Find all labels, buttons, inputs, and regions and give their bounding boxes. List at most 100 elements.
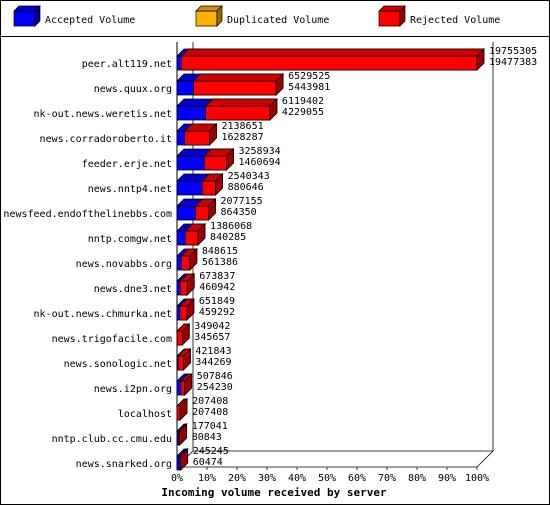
bar-rejected-side: [186, 298, 195, 321]
x-tick-label: 90%: [438, 473, 456, 484]
value-label-accepted: 2138651: [221, 121, 263, 132]
bar-group: [176, 273, 196, 296]
x-tick-label: 70%: [378, 473, 396, 484]
x-tick-label: 0%: [171, 473, 183, 484]
bar-group: [176, 148, 235, 171]
bar-rejected-side: [226, 148, 234, 171]
category-labels: news.snarked.org nntp.club.cc.cmu.edu loca…: [3, 59, 172, 470]
bar-rejected-side: [181, 323, 190, 346]
bar-group: [176, 223, 206, 246]
bars: [176, 48, 485, 471]
category-label: news.novabbs.org: [76, 259, 172, 270]
bar-rejected: [179, 305, 188, 321]
bar-group: [176, 98, 278, 121]
bar-rejected-side: [184, 373, 193, 396]
category-label: news.nntp4.net: [88, 184, 172, 195]
bar-group: [176, 298, 195, 321]
bar-rejected-top: [180, 48, 485, 57]
category-label: nk-out.news.weretis.net: [34, 109, 172, 120]
value-label-accepted: 2077155: [221, 196, 263, 207]
value-label-rejected: 19477383: [489, 57, 537, 68]
bar-rejected-side: [476, 48, 485, 71]
bar-rejected: [193, 80, 277, 96]
bar-rejected-side: [183, 348, 191, 371]
bar-rejected: [184, 230, 199, 246]
bar-rejected-side: [179, 398, 188, 421]
value-label-accepted: 6119402: [282, 96, 324, 107]
bar-rejected: [180, 55, 478, 71]
bar-group: [176, 248, 198, 271]
bar-rejected-side: [180, 448, 189, 471]
value-label-accepted: 848615: [202, 246, 238, 257]
value-label-rejected: 1628287: [221, 132, 263, 143]
category-label: news.quux.org: [94, 84, 172, 95]
category-label: news.sonologic.net: [64, 359, 172, 370]
value-label-accepted: 1386068: [210, 221, 252, 232]
value-label-accepted: 349042: [194, 321, 230, 332]
legend-item-rejected: Rejected Volume: [378, 5, 500, 27]
category-label: news.corradoroberto.it: [40, 134, 172, 145]
bar-rejected-side: [275, 73, 284, 96]
category-label: news.snarked.org: [76, 459, 172, 470]
value-label-rejected: 460942: [199, 282, 235, 293]
value-label-rejected: 80843: [192, 432, 222, 443]
x-tick-label: 40%: [288, 473, 306, 484]
legend-swatch-accepted: [13, 10, 36, 27]
legend-swatch-duplicated-side: [216, 5, 223, 27]
value-label-accepted: 6529525: [288, 71, 330, 82]
bar-group: [176, 123, 218, 146]
value-label-rejected: 880646: [228, 182, 264, 193]
category-label: nntp.club.cc.cmu.edu: [52, 434, 172, 445]
legend-item-accepted: Accepted Volume: [13, 5, 135, 27]
bar-group: [176, 48, 485, 71]
x-tick-label: 20%: [228, 473, 246, 484]
value-label-rejected: 4229055: [282, 107, 324, 118]
bar-group: [176, 448, 189, 471]
category-label: news.trigofacile.com: [52, 334, 172, 345]
legend-swatch-rejected-side: [399, 5, 406, 27]
bar-group: [176, 73, 285, 96]
x-tick-label: 50%: [318, 473, 336, 484]
x-tick-label: 80%: [408, 473, 426, 484]
category-label: nntp.comgw.net: [88, 234, 172, 245]
category-label: newsfeed.endofthelinebbs.com: [3, 209, 172, 220]
bar-rejected: [184, 130, 210, 146]
bar-group: [176, 423, 188, 446]
bar-rejected: [205, 105, 271, 121]
bar-rejected-side: [186, 273, 195, 296]
value-label-accepted: 3258934: [238, 146, 280, 157]
x-tick-label: 100%: [465, 473, 489, 484]
x-tick-label: 60%: [348, 473, 366, 484]
value-label-accepted: 651849: [199, 296, 235, 307]
bar-rejected: [195, 205, 209, 221]
value-label-accepted: 245245: [193, 446, 229, 457]
value-label-rejected: 345657: [194, 332, 230, 343]
x-axis: 0% 10% 20% 30% 40% 50% 60% 70% 80% 90% 100%: [171, 467, 489, 484]
bar-rejected: [177, 355, 184, 371]
bar-group: [176, 323, 191, 346]
category-label: news.i2pn.org: [94, 384, 172, 395]
bar-group: [176, 373, 193, 396]
bar-rejected: [203, 155, 227, 171]
category-label: news.dne3.net: [94, 284, 172, 295]
value-label-accepted: 421843: [195, 346, 231, 357]
category-label: nk-out.news.chmurka.net: [34, 309, 172, 320]
value-label-accepted: 177041: [192, 421, 228, 432]
bar-rejected-top: [192, 73, 285, 82]
bar-rejected: [179, 280, 188, 296]
category-label: peer.alt119.net: [82, 59, 172, 70]
value-label-rejected: 207408: [192, 407, 228, 418]
value-label-accepted: 2540343: [228, 171, 270, 182]
bar-rejected: [201, 180, 216, 196]
bar-rejected-side: [189, 248, 198, 271]
bar-group: [176, 198, 217, 221]
bar-rejected-side: [215, 173, 223, 196]
value-label-rejected: 5443981: [288, 82, 330, 93]
category-label: localhost: [118, 409, 172, 420]
value-label-rejected: 344269: [195, 357, 231, 368]
bar-rejected: [176, 405, 181, 421]
bar-rejected-side: [179, 423, 188, 446]
legend: Accepted Volume Duplicated Volume Reject…: [13, 5, 500, 27]
